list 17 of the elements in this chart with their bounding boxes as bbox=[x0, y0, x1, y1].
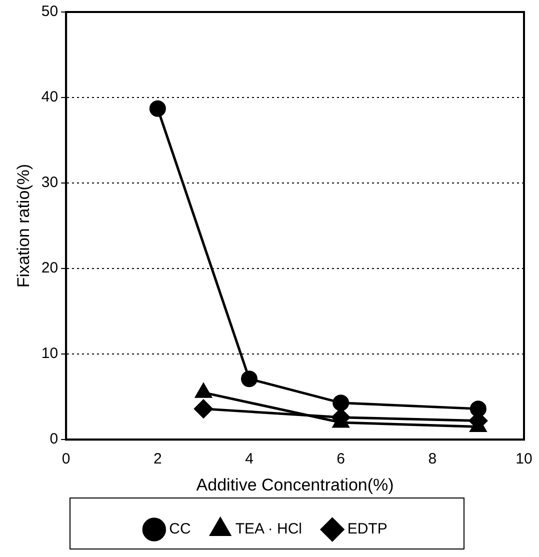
x-tick-label: 2 bbox=[153, 450, 162, 468]
x-tick-label: 4 bbox=[245, 450, 254, 468]
legend-label: CC bbox=[169, 520, 191, 538]
y-tick-label: 30 bbox=[41, 174, 58, 192]
x-tick-label: 8 bbox=[428, 450, 437, 468]
x-axis-title: Additive Concentration(%) bbox=[196, 475, 394, 494]
y-tick-label: 40 bbox=[41, 88, 58, 106]
x-tick-label: 6 bbox=[336, 450, 346, 468]
y-tick-label: 50 bbox=[41, 3, 58, 20]
legend-label: EDTP bbox=[347, 520, 388, 538]
y-axis-title: Fixation ratio(%) bbox=[14, 164, 33, 288]
legend-label: TEA · HCl bbox=[235, 520, 302, 538]
y-tick-label: 0 bbox=[50, 430, 58, 448]
x-tick-label: 0 bbox=[62, 450, 70, 468]
y-tick-label: 20 bbox=[41, 260, 58, 277]
x-tick-label: 10 bbox=[516, 450, 532, 468]
y-tick-label: 10 bbox=[41, 345, 58, 362]
